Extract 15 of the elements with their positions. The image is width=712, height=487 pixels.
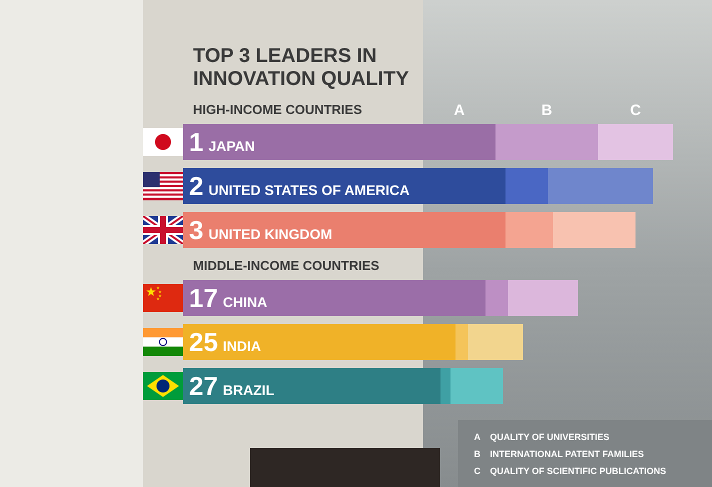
text: A QUALITY OF UNIVERSITIES	[474, 432, 610, 442]
text: B INTERNATIONAL PATENT FAMILIES	[474, 449, 644, 459]
text: C QUALITY OF SCIENTIFIC PUBLICATIONS	[474, 466, 666, 476]
y-tick-label: 2 UNITED STATES OF AMERICA	[189, 171, 410, 201]
y-tick-label: 1 JAPAN	[189, 127, 255, 157]
y-tick-label: 27 BRAZIL	[189, 371, 275, 401]
y-tick-label: 17 CHINA	[189, 283, 268, 313]
chart-title: TOP 3 LEADERS IN INNOVATION QUALITY	[193, 45, 410, 90]
y-tick-label: 3 UNITED KINGDOM	[189, 215, 332, 245]
series-label: B	[541, 102, 552, 119]
y-tick-label: 25 INDIA	[189, 327, 262, 357]
text: MIDDLE-INCOME COUNTRIES	[193, 258, 380, 273]
text: HIGH-INCOME COUNTRIES	[193, 102, 362, 117]
series-label: A	[454, 102, 465, 119]
series-label: C	[630, 102, 642, 119]
